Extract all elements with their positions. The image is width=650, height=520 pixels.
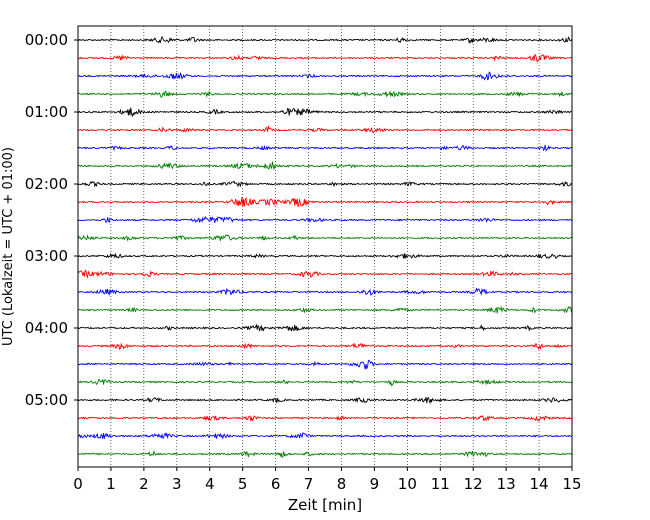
x-tick-label: 3 [172,475,182,493]
x-tick-label: 9 [370,475,380,493]
trace-0415 [77,342,572,351]
trace-0200 [77,180,572,188]
trace-0430 [77,359,572,370]
y-tick-label: 03:00 [25,247,68,265]
x-axis-label: Zeit [min] [288,496,362,514]
trace-0000 [77,35,572,45]
trace-lines [77,35,573,458]
x-tick-label: 4 [205,475,215,493]
x-tick-label: 6 [271,475,281,493]
x-tick-label: 2 [139,475,149,493]
trace-0245 [77,233,572,242]
x-tick-label: 5 [238,475,248,493]
x-tick-label: 1 [106,475,116,493]
trace-0530 [77,432,572,440]
x-tick-label: 10 [398,475,417,493]
x-tick-label: 0 [73,475,83,493]
trace-0230 [77,215,572,224]
trace-0315 [77,269,572,279]
trace-0300 [77,252,572,259]
trace-0130 [77,144,572,152]
trace-0100 [77,107,572,118]
x-tick-label: 12 [464,475,483,493]
trace-0400 [77,323,572,332]
y-tick-label: 00:00 [25,31,68,49]
trace-0545 [77,450,572,458]
x-tick-label: 7 [304,475,314,493]
y-tick-label: 04:00 [25,319,68,337]
trace-0045 [77,90,572,99]
axis-ticks: 0 1 2 3 4 5 6 7 8 9 10 11 12 13 14 1500:0001:0002:0003:… [25,31,582,493]
trace-0030 [77,71,572,81]
trace-0215 [77,196,572,207]
x-tick-label: 13 [497,475,516,493]
trace-0015 [77,54,572,63]
trace-0500 [77,396,572,405]
x-tick-label: 8 [337,475,347,493]
x-tick-label: 14 [530,475,549,493]
y-axis-label: UTC (Lokalzeit = UTC + 01:00) [1,147,16,346]
trace-0345 [77,305,573,314]
y-tick-label: 05:00 [25,391,68,409]
x-tick-label: 15 [562,475,581,493]
trace-0445 [77,378,572,387]
plot-frame [77,25,573,468]
trace-0115 [77,124,572,134]
y-tick-label: 02:00 [25,175,68,193]
trace-0330 [77,287,572,296]
trace-0145 [77,161,572,170]
trace-0515 [77,414,572,422]
y-tick-label: 01:00 [25,103,68,121]
x-tick-label: 11 [431,475,450,493]
